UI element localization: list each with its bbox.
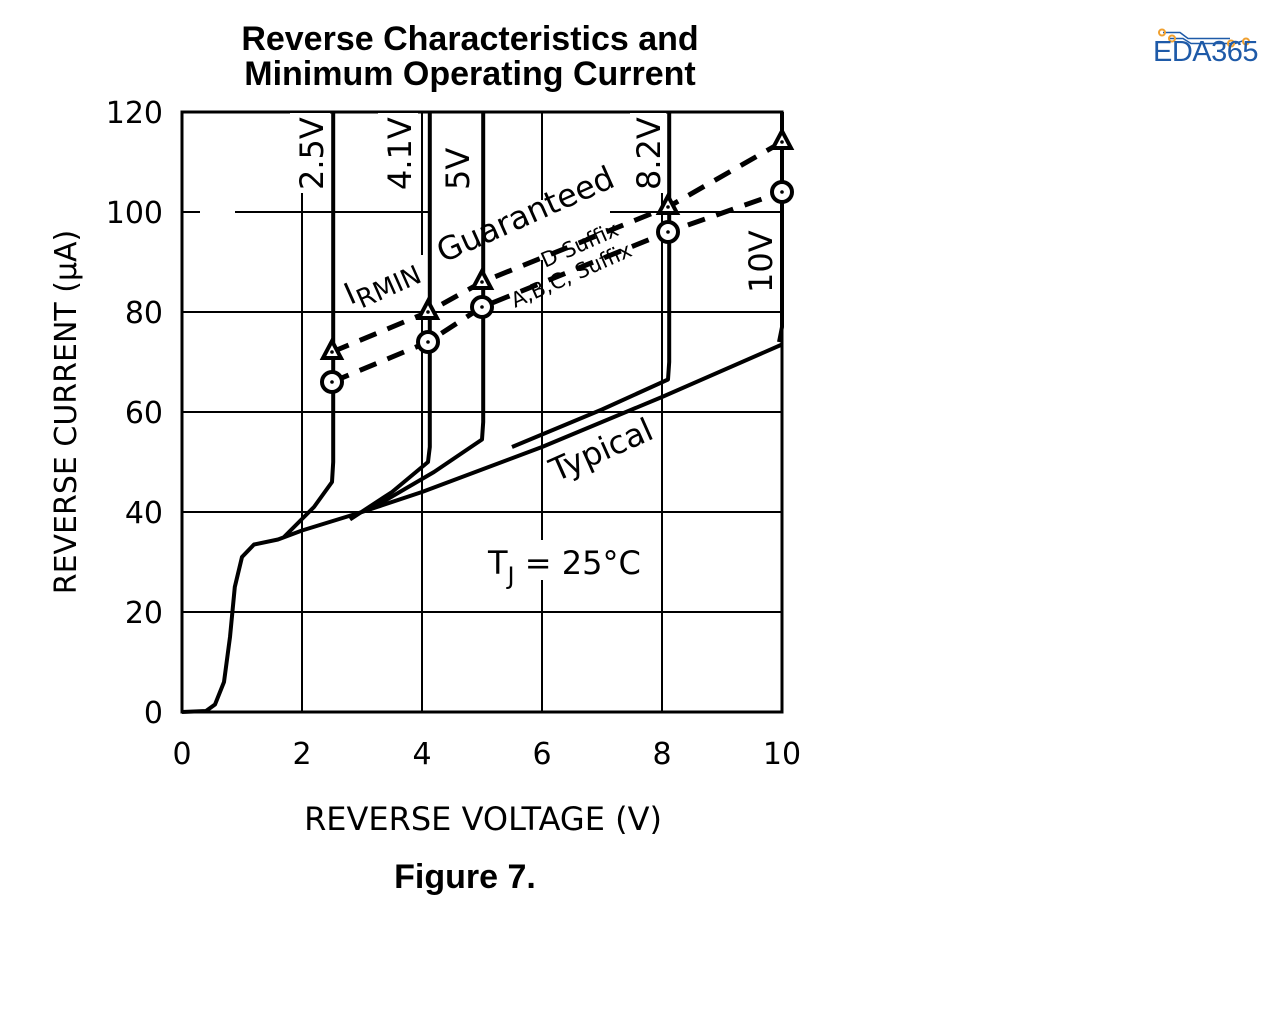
- marker-dot: [780, 190, 784, 194]
- triangle-marker: [415, 296, 441, 320]
- triangle-marker: [769, 126, 795, 150]
- y-tick-label: 40: [125, 496, 163, 531]
- marker-dot: [426, 310, 430, 314]
- figure-caption: Figure 7.: [394, 858, 536, 896]
- marker-dot: [480, 280, 484, 284]
- x-tick-label: 10: [763, 737, 801, 772]
- y-axis-label: REVERSE CURRENT (μA): [49, 230, 84, 595]
- y-tick-label: 80: [125, 296, 163, 331]
- x-tick-label: 4: [412, 737, 431, 772]
- y-tick-label: 100: [106, 196, 163, 231]
- x-tick-label: 8: [652, 737, 671, 772]
- label-mask: [340, 255, 430, 310]
- marker-dot: [666, 230, 670, 234]
- x-tick-label: 2: [292, 737, 311, 772]
- marker-dot: [666, 205, 670, 209]
- label-10v: 10V: [742, 230, 780, 293]
- label-mask: [200, 205, 235, 219]
- logo-text: EDA365: [1153, 36, 1259, 68]
- series-line-typical: [181, 342, 783, 714]
- label-8.2v: 8.2V: [630, 117, 668, 190]
- marker-dot: [330, 350, 334, 354]
- triangle-marker: [469, 266, 495, 290]
- y-tick-label: 0: [144, 696, 163, 731]
- y-tick-label: 120: [106, 96, 163, 131]
- label-mask: [485, 540, 645, 580]
- marker-dot: [780, 140, 784, 144]
- label-2.5v: 2.5V: [293, 117, 331, 190]
- label-5v: 5V: [439, 148, 477, 190]
- marker-dot: [330, 380, 334, 384]
- marker-dot: [480, 305, 484, 309]
- x-axis-label: REVERSE VOLTAGE (V): [304, 800, 662, 838]
- label-mask: [740, 230, 778, 300]
- marker-dot: [426, 340, 430, 344]
- chart-title: Reverse Characteristics and Minimum Oper…: [241, 20, 699, 93]
- x-tick-label: 6: [532, 737, 551, 772]
- label-mask: [630, 113, 666, 193]
- label-4.1v: 4.1V: [381, 117, 419, 190]
- triangle-marker: [319, 336, 345, 360]
- label-mask: [430, 200, 610, 260]
- y-tick-label: 60: [125, 396, 163, 431]
- triangle-marker: [655, 191, 681, 215]
- series-line-82v: [511, 112, 672, 449]
- label-mask: [378, 113, 418, 193]
- eda365-logo-icon: [1158, 28, 1250, 48]
- label-mask: [290, 113, 330, 193]
- y-tick-label: 20: [125, 596, 163, 631]
- label-mask: [440, 140, 476, 195]
- label-tj: TJ = 25°C: [487, 544, 641, 590]
- guaranteed-line-circle: [331, 189, 783, 385]
- x-tick-label: 0: [172, 737, 191, 772]
